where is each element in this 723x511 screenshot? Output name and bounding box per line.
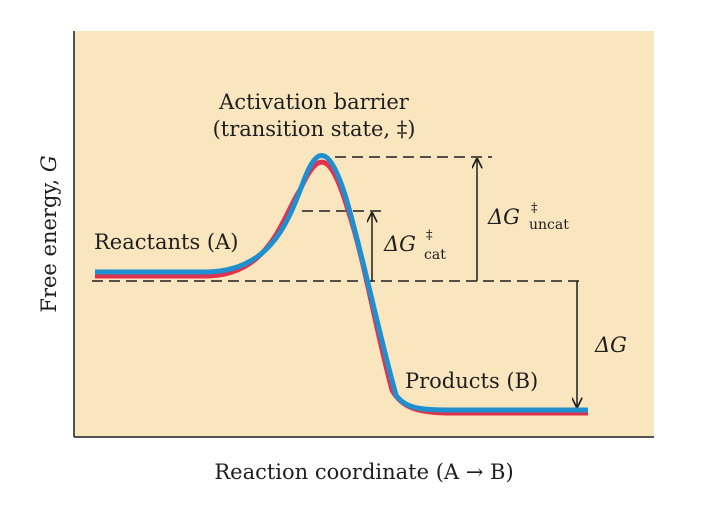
products-label: Products (B): [405, 369, 538, 393]
reactants-label: Reactants (A): [94, 230, 238, 254]
delta-g-label: ΔG: [594, 333, 627, 357]
x-axis-label: Reaction coordinate (A → B): [214, 460, 513, 484]
delta-g-cat-symbol: ΔG: [383, 232, 416, 256]
delta-g-uncat-symbol: ΔG: [487, 205, 520, 229]
delta-g-cat-subscript: cat: [424, 247, 446, 263]
plot-background: [74, 31, 654, 437]
uncatalyzed-curve: [95, 153, 588, 413]
y-axis-label: Free energy, G: [37, 155, 61, 312]
delta-g-uncat-superscript: ‡: [531, 201, 538, 216]
activation-barrier-label: Activation barrier: [218, 90, 410, 114]
transition-state-label: (transition state, ‡): [213, 117, 416, 141]
delta-g-uncat-subscript: uncat: [529, 217, 569, 233]
delta-g-cat-superscript: ‡: [426, 228, 433, 243]
